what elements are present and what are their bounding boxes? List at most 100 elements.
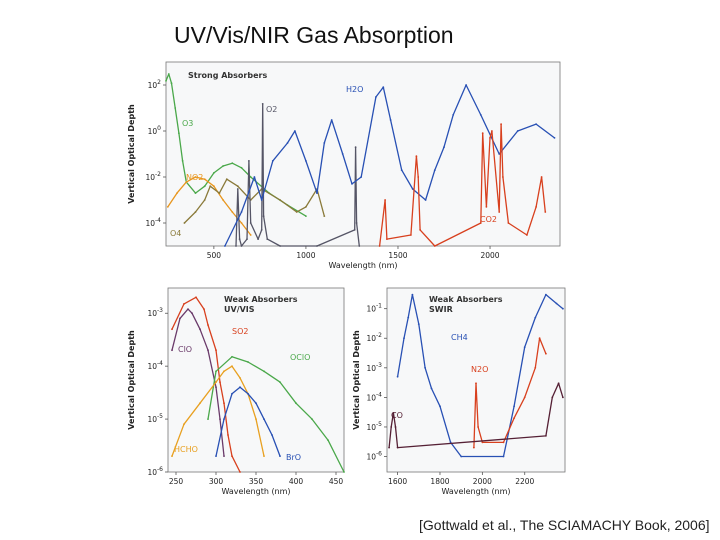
y-axis-label: Vertical Optical Depth [352,330,361,430]
data-point-h2o [316,192,318,195]
data-point-oclo [215,370,217,373]
data-point-bro [223,418,225,420]
y-tick-label: 10-5 [366,421,382,432]
data-point-co2 [544,211,547,213]
data-point-o3 [174,107,177,109]
y-tick-label: 100 [148,125,162,136]
data-point-no2 [213,185,215,188]
data-point-bro [279,455,281,457]
panel-title: Strong Absorbers [188,71,267,80]
plot-area [386,287,566,473]
data-point-o2 [260,229,263,231]
data-point-o4 [236,185,239,188]
data-point-h2o [271,160,274,162]
data-point-h2o [286,142,289,144]
data-point-co2 [500,123,502,125]
data-point-bro [215,455,217,457]
data-point-o2 [266,238,269,241]
data-point-clo [223,455,225,457]
data-point-ch4 [430,387,433,390]
data-point-co [392,412,395,414]
data-point-co2 [526,234,528,236]
data-point-n2o [477,426,479,428]
data-point-o3 [165,80,167,82]
x-axis-label: Wavelength (nm) [328,261,397,270]
data-point-so2 [183,303,185,305]
strong-absorbers-chart: Strong Absorbers O3 NO2 O4 O2 H2O CO2 500 1000 15… [127,61,561,270]
series-label-ch4: CH4 [451,333,468,342]
data-point-ch4 [555,302,558,305]
data-point-hcho [255,418,257,420]
data-point-n2o [513,417,515,419]
data-point-n2o [534,366,537,369]
data-point-oclo [295,402,297,405]
slide-title: UV/Vis/NIR Gas Absorption [174,22,454,48]
data-point-oclo [279,381,281,383]
data-point-o3 [249,176,252,178]
data-point-h2o [253,176,256,178]
data-point-o3 [170,82,173,85]
data-point-o2 [257,238,259,241]
series-label-o3: O3 [182,119,193,128]
data-point-co [390,426,393,428]
data-point-h2o [535,123,537,125]
data-point-co2 [378,245,381,247]
data-point-co2 [479,222,482,224]
plot-area [167,287,345,473]
data-point-o4 [203,199,206,201]
panel-title: UV/VIS [224,305,255,314]
data-point-hcho [263,455,265,457]
data-point-h2o [224,245,226,247]
data-point-no2 [231,211,234,213]
series-label-o2: O2 [266,105,277,114]
data-point-oclo [311,418,313,420]
data-point-o2 [238,238,241,241]
data-point-ch4 [407,316,410,319]
data-point-ch4 [562,307,564,310]
data-point-co2 [417,176,420,178]
data-point-o3 [240,166,243,169]
data-point-co2 [386,238,388,241]
data-point-o2 [261,103,264,105]
data-point-co2 [540,176,543,178]
data-point-h2o [498,153,501,155]
data-point-clo [179,317,181,320]
series-line-o2 [235,103,360,247]
y-tick-label: 10-6 [147,466,163,477]
y-tick-label: 10-4 [145,217,161,228]
series-label-hcho: HCHO [174,445,198,454]
data-point-clo [191,312,193,315]
data-point-o2 [249,222,252,224]
data-point-h2o [452,114,455,116]
y-tick-label: 102 [148,79,162,90]
series-label-o4: O4 [170,229,181,238]
data-point-co2 [384,199,386,201]
data-point-co [396,446,399,449]
data-point-o3 [181,160,184,162]
data-point-co2 [489,137,491,139]
data-point-so2 [195,296,197,299]
data-point-ch4 [502,455,505,458]
data-point-so2 [215,349,217,352]
data-point-h2o [360,176,363,178]
data-point-hcho [183,423,185,426]
data-point-oclo [263,370,265,373]
y-tick-label: 10-6 [366,451,382,462]
data-point-co2 [507,222,510,224]
data-point-o2 [248,160,250,162]
data-point-so2 [203,308,205,310]
data-point-o4 [295,211,298,213]
panel-title: SWIR [429,305,453,314]
data-point-co2 [485,206,488,208]
data-point-no2 [194,176,197,178]
data-point-ch4 [424,366,426,369]
data-point-o2 [262,215,265,218]
x-tick-label: 450 [329,477,344,486]
data-point-o3 [194,192,197,195]
data-point-hcho [215,381,217,383]
series-label-h2o: H2O [346,85,363,94]
data-point-h2o [330,119,333,121]
data-point-n2o [545,352,547,355]
data-point-no2 [166,206,169,208]
